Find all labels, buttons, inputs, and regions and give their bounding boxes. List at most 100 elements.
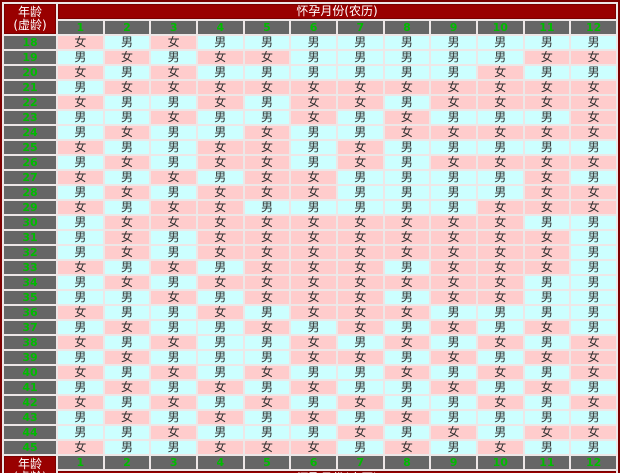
boy-cell: 男	[337, 441, 383, 454]
boy-cell: 男	[104, 441, 150, 454]
girl-cell: 女	[58, 171, 103, 184]
age-cell: 42	[4, 396, 56, 409]
girl-cell: 女	[244, 51, 290, 64]
boy-cell: 男	[197, 171, 243, 184]
girl-cell: 女	[477, 246, 523, 259]
boy-cell: 男	[197, 36, 243, 49]
girl-cell: 女	[244, 246, 290, 259]
girl-cell: 女	[197, 276, 243, 289]
month-numbers-row-top: 1 2 3 4 5 6 7 8 9 10 11 12	[4, 21, 616, 34]
boy-cell: 男	[151, 51, 196, 64]
table-row: 29 女男女女男男男男男女女女	[4, 201, 616, 214]
age-cell: 27	[4, 171, 56, 184]
girl-cell: 女	[524, 51, 570, 64]
boy-cell: 男	[477, 36, 523, 49]
month-cell: 6	[291, 456, 336, 469]
boy-cell: 男	[151, 306, 196, 319]
girl-cell: 女	[104, 411, 150, 424]
age-cell: 33	[4, 261, 56, 274]
girl-cell: 女	[291, 291, 336, 304]
boy-cell: 男	[571, 306, 616, 319]
boy-cell: 男	[291, 141, 336, 154]
girl-cell: 女	[571, 111, 616, 124]
age-cell: 44	[4, 426, 56, 439]
girl-cell: 女	[291, 231, 336, 244]
girl-cell: 女	[431, 81, 476, 94]
boy-cell: 男	[571, 231, 616, 244]
boy-cell: 男	[384, 186, 430, 199]
girl-cell: 女	[291, 111, 336, 124]
age-cell: 34	[4, 276, 56, 289]
boy-cell: 男	[477, 141, 523, 154]
girl-cell: 女	[431, 156, 476, 169]
girl-cell: 女	[197, 306, 243, 319]
girl-cell: 女	[58, 336, 103, 349]
girl-cell: 女	[384, 411, 430, 424]
boy-cell: 男	[151, 141, 196, 154]
girl-cell: 女	[524, 381, 570, 394]
girl-cell: 女	[337, 246, 383, 259]
boy-cell: 男	[384, 51, 430, 64]
boy-cell: 男	[58, 231, 103, 244]
boy-cell: 男	[244, 306, 290, 319]
girl-cell: 女	[477, 231, 523, 244]
girl-cell: 女	[291, 381, 336, 394]
month-cell: 1	[58, 456, 103, 469]
boy-cell: 男	[151, 96, 196, 109]
girl-cell: 女	[244, 276, 290, 289]
boy-cell: 男	[151, 276, 196, 289]
boy-cell: 男	[291, 201, 336, 214]
table-row: 33 女男女男女女女男女女女男	[4, 261, 616, 274]
boy-cell: 男	[384, 171, 430, 184]
girl-cell: 女	[104, 231, 150, 244]
girl-cell: 女	[384, 336, 430, 349]
boy-cell: 男	[571, 36, 616, 49]
girl-cell: 女	[197, 81, 243, 94]
girl-cell: 女	[571, 96, 616, 109]
girl-cell: 女	[571, 156, 616, 169]
boy-cell: 男	[477, 426, 523, 439]
girl-cell: 女	[197, 96, 243, 109]
table-row: 34 男女男女女女女女女女男男	[4, 276, 616, 289]
age-cell: 45	[4, 441, 56, 454]
girl-cell: 女	[337, 321, 383, 334]
girl-cell: 女	[337, 96, 383, 109]
girl-cell: 女	[291, 96, 336, 109]
girl-cell: 女	[291, 276, 336, 289]
month-cell: 8	[384, 456, 430, 469]
girl-cell: 女	[244, 141, 290, 154]
boy-cell: 男	[197, 396, 243, 409]
age-cell: 37	[4, 321, 56, 334]
girl-cell: 女	[477, 201, 523, 214]
boy-cell: 男	[571, 411, 616, 424]
girl-cell: 女	[151, 336, 196, 349]
month-cell: 11	[524, 21, 570, 34]
girl-cell: 女	[244, 366, 290, 379]
boy-cell: 男	[384, 291, 430, 304]
girl-cell: 女	[244, 216, 290, 229]
boy-cell: 男	[104, 336, 150, 349]
boy-cell: 男	[571, 276, 616, 289]
girl-cell: 女	[291, 261, 336, 274]
boy-cell: 男	[571, 66, 616, 79]
girl-cell: 女	[197, 51, 243, 64]
girl-cell: 女	[244, 396, 290, 409]
girl-cell: 女	[104, 51, 150, 64]
girl-cell: 女	[337, 306, 383, 319]
girl-cell: 女	[524, 201, 570, 214]
girl-cell: 女	[431, 96, 476, 109]
boy-cell: 男	[104, 96, 150, 109]
boy-cell: 男	[104, 141, 150, 154]
girl-cell: 女	[477, 66, 523, 79]
girl-cell: 女	[151, 81, 196, 94]
age-header-cell: 年龄 (虚龄)	[4, 4, 56, 34]
table-row: 44 男男女男男男女男女男女女	[4, 426, 616, 439]
boy-cell: 男	[384, 66, 430, 79]
boy-cell: 男	[58, 411, 103, 424]
boy-cell: 男	[431, 36, 476, 49]
boy-cell: 男	[477, 351, 523, 364]
boy-cell: 男	[197, 321, 243, 334]
boy-cell: 男	[58, 351, 103, 364]
girl-cell: 女	[197, 381, 243, 394]
